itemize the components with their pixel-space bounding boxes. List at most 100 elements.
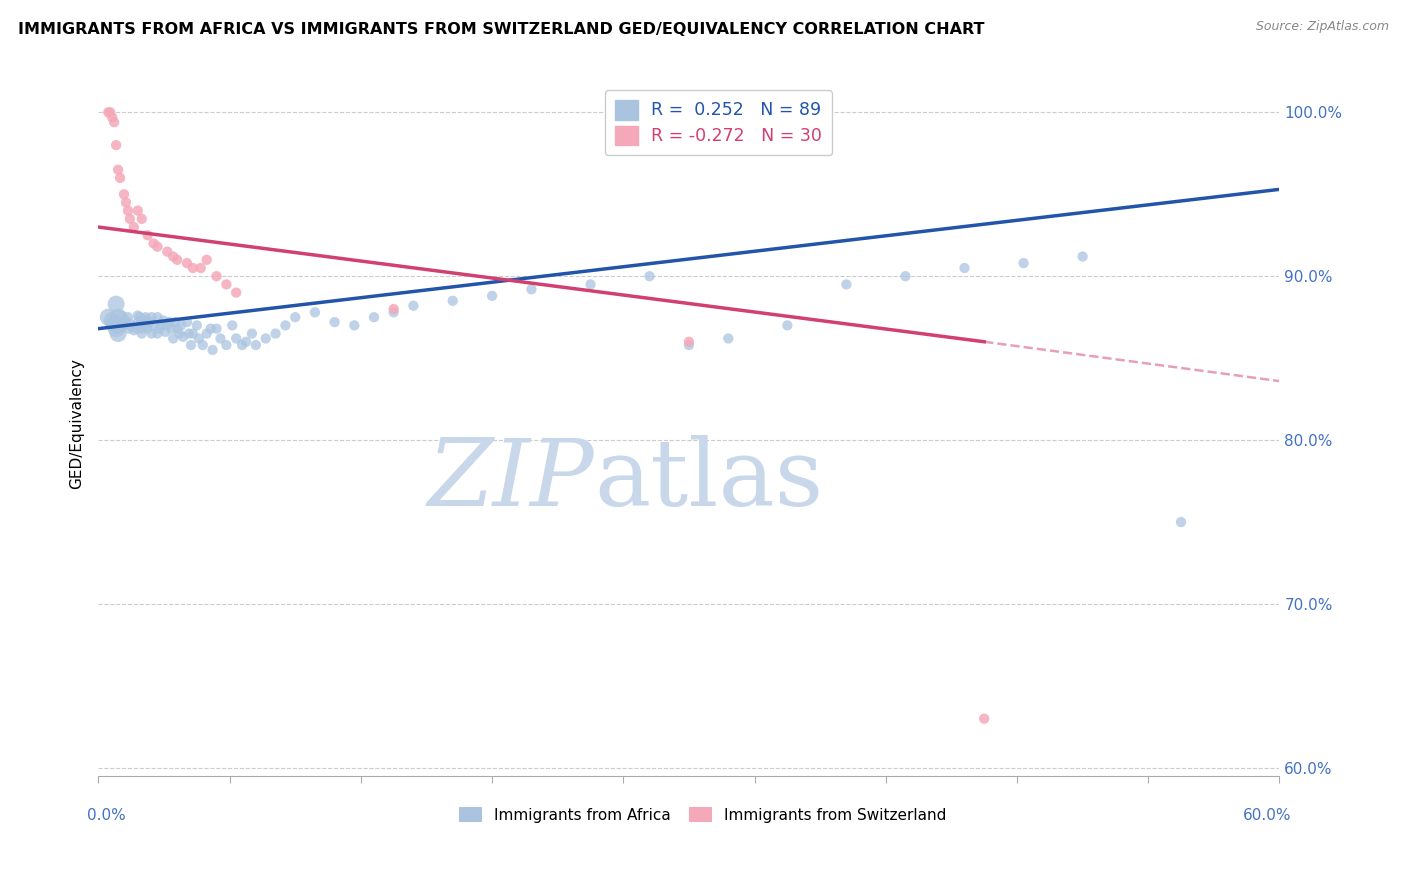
Point (254, 331, 277, 345)
Point (141, 310, 163, 325)
Point (200, 321, 222, 335)
Point (166, 321, 188, 335)
Point (165, 315, 187, 329)
Point (155, 325, 177, 339)
Point (107, 162, 129, 177)
Y-axis label: GED/Equivalency: GED/Equivalency (69, 359, 84, 489)
Point (146, 326, 169, 341)
Point (894, 269, 917, 284)
Point (221, 318, 243, 333)
Point (186, 318, 208, 333)
Point (323, 315, 346, 329)
Point (156, 318, 179, 333)
Point (136, 228, 159, 243)
Point (343, 318, 366, 333)
Text: 0.0%: 0.0% (87, 808, 125, 822)
Point (148, 321, 170, 335)
Text: 60.0%: 60.0% (1243, 808, 1291, 822)
Point (138, 315, 160, 329)
Point (195, 252, 218, 267)
Text: IMMIGRANTS FROM AFRICA VS IMMIGRANTS FROM SWITZERLAND GED/EQUIVALENCY CORRELATIO: IMMIGRANTS FROM AFRICA VS IMMIGRANTS FRO… (18, 22, 984, 37)
Point (141, 326, 163, 341)
Point (231, 338, 253, 352)
Point (441, 293, 464, 308)
Point (167, 326, 190, 341)
Point (111, 309, 134, 323)
Point (118, 211, 141, 226)
Point (146, 310, 169, 325)
Point (481, 289, 503, 303)
Point (176, 315, 198, 329)
Point (122, 323, 145, 337)
Point (136, 321, 159, 335)
Legend: R =  0.252   N = 89, R = -0.272   N = 30: R = 0.252 N = 89, R = -0.272 N = 30 (605, 90, 832, 155)
Point (205, 269, 228, 284)
Point (112, 318, 135, 333)
Point (274, 318, 297, 333)
Point (122, 220, 145, 235)
Point (1071, 250, 1094, 264)
Point (101, 313, 124, 327)
Point (108, 170, 131, 185)
Point (776, 318, 799, 333)
Point (264, 326, 287, 341)
Point (115, 313, 138, 327)
Point (115, 195, 138, 210)
Point (97, 105, 120, 120)
Point (112, 187, 135, 202)
Point (131, 326, 153, 341)
Point (225, 331, 247, 345)
Point (107, 310, 129, 325)
Point (103, 317, 125, 331)
Text: ZIP: ZIP (427, 435, 595, 525)
Point (402, 299, 425, 313)
Point (107, 318, 129, 333)
Point (156, 244, 179, 259)
Point (172, 330, 194, 344)
Point (835, 277, 858, 292)
Point (245, 338, 267, 352)
Point (166, 252, 188, 267)
Point (118, 317, 141, 331)
Legend: Immigrants from Africa, Immigrants from Switzerland: Immigrants from Africa, Immigrants from … (453, 801, 953, 829)
Point (1170, 515, 1192, 529)
Point (363, 310, 385, 325)
Text: Source: ZipAtlas.com: Source: ZipAtlas.com (1256, 20, 1389, 33)
Point (191, 338, 214, 352)
Point (190, 260, 212, 275)
Point (127, 203, 149, 218)
Point (187, 331, 209, 345)
Point (101, 110, 124, 124)
Point (105, 138, 128, 153)
Point (520, 282, 543, 296)
Text: atlas: atlas (595, 435, 824, 525)
Point (1012, 256, 1035, 270)
Point (117, 321, 139, 335)
Point (284, 310, 307, 325)
Point (678, 338, 700, 352)
Point (128, 310, 150, 325)
Point (131, 315, 153, 329)
Point (97, 310, 120, 325)
Point (135, 310, 157, 325)
Point (240, 326, 263, 341)
Point (105, 297, 128, 311)
Point (177, 326, 200, 341)
Point (181, 326, 204, 341)
Point (973, 712, 995, 726)
Point (105, 321, 128, 335)
Point (132, 311, 155, 326)
Point (195, 326, 218, 341)
Point (579, 277, 602, 292)
Point (117, 203, 139, 218)
Point (103, 115, 125, 129)
Point (209, 331, 232, 345)
Point (160, 321, 183, 335)
Point (157, 315, 180, 329)
Point (382, 305, 405, 319)
Point (382, 301, 405, 316)
Point (235, 334, 257, 349)
Point (304, 305, 326, 319)
Point (152, 313, 174, 327)
Point (205, 321, 228, 335)
